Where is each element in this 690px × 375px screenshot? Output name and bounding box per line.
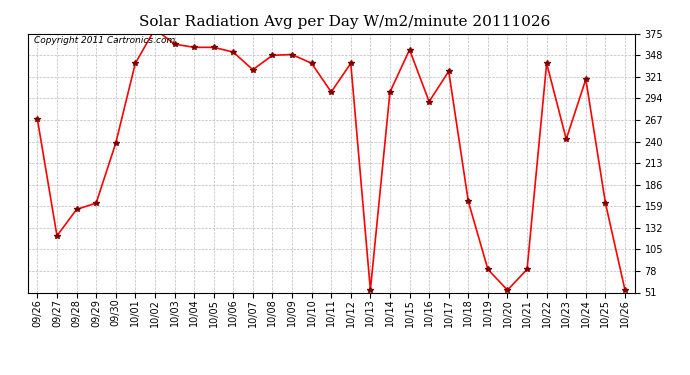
Text: Solar Radiation Avg per Day W/m2/minute 20111026: Solar Radiation Avg per Day W/m2/minute … [139,15,551,29]
Text: Copyright 2011 Cartronics.com: Copyright 2011 Cartronics.com [34,36,175,45]
